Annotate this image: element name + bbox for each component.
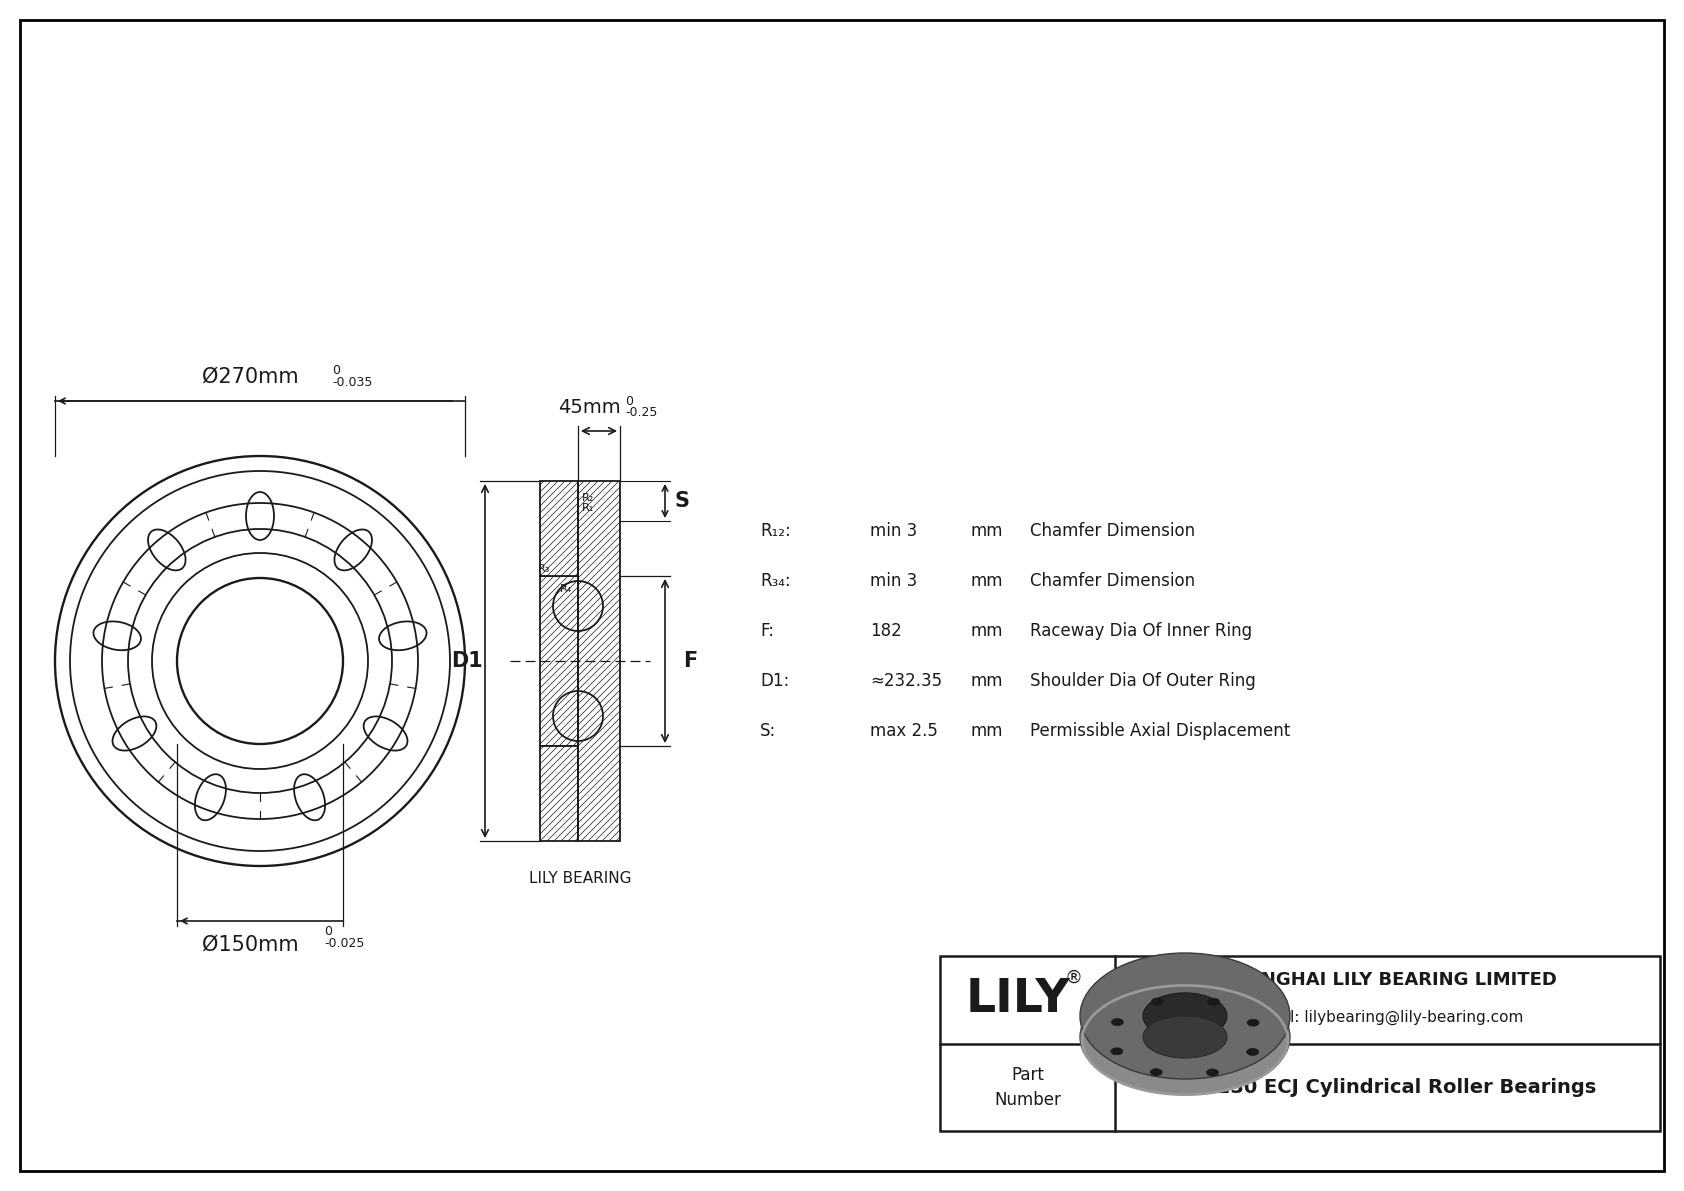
Text: ≈232.35: ≈232.35 [871,672,941,690]
Text: R₃₄:: R₃₄: [759,572,790,590]
Ellipse shape [1079,979,1290,1095]
Text: Chamfer Dimension: Chamfer Dimension [1031,572,1196,590]
Text: S: S [675,491,690,511]
Ellipse shape [1152,998,1164,1005]
Text: mm: mm [970,622,1002,640]
Text: -0.025: -0.025 [323,937,364,950]
Text: 45mm: 45mm [557,398,620,417]
Text: D1: D1 [451,651,483,671]
Text: Shoulder Dia Of Outer Ring: Shoulder Dia Of Outer Ring [1031,672,1256,690]
Text: 0: 0 [323,925,332,939]
Ellipse shape [1207,998,1219,1005]
Text: mm: mm [970,522,1002,540]
Text: R₂: R₂ [583,493,594,503]
Text: 0: 0 [625,395,633,409]
Text: max 2.5: max 2.5 [871,722,938,740]
Text: R₃: R₃ [537,565,551,574]
Ellipse shape [1246,1048,1258,1055]
Text: -0.035: -0.035 [332,376,372,389]
Text: ®: ® [1064,968,1083,987]
Text: R₁: R₁ [583,503,594,513]
Bar [541,576,578,746]
Text: Ø150mm: Ø150mm [202,935,298,955]
Text: R₁₂:: R₁₂: [759,522,791,540]
Ellipse shape [1079,953,1290,1079]
Text: 182: 182 [871,622,901,640]
Text: Email: lilybearing@lily-bearing.com: Email: lilybearing@lily-bearing.com [1251,1010,1524,1025]
Text: min 3: min 3 [871,522,918,540]
Text: F:: F: [759,622,775,640]
Text: Chamfer Dimension: Chamfer Dimension [1031,522,1196,540]
Text: Part
Number: Part Number [994,1066,1061,1109]
Text: LILY BEARING: LILY BEARING [529,871,632,886]
Ellipse shape [1111,1018,1123,1025]
Text: Raceway Dia Of Inner Ring: Raceway Dia Of Inner Ring [1031,622,1253,640]
Text: -0.25: -0.25 [625,406,657,419]
Ellipse shape [1111,1048,1123,1055]
Text: Ø270mm: Ø270mm [202,367,298,387]
Ellipse shape [1143,993,1228,1039]
Text: min 3: min 3 [871,572,918,590]
Text: NU 230 ECJ Cylindrical Roller Bearings: NU 230 ECJ Cylindrical Roller Bearings [1179,1078,1596,1097]
Text: mm: mm [970,722,1002,740]
Text: mm: mm [970,572,1002,590]
Text: R₄: R₄ [561,584,573,594]
Text: mm: mm [970,672,1002,690]
Text: 0: 0 [332,364,340,378]
Bar [541,481,578,576]
Bar [940,956,1660,1131]
Text: F: F [684,651,697,671]
Ellipse shape [1150,1068,1162,1075]
Ellipse shape [1206,1070,1219,1075]
Ellipse shape [1143,1016,1228,1058]
Text: LILY: LILY [965,978,1069,1022]
Text: S:: S: [759,722,776,740]
Text: D1:: D1: [759,672,790,690]
Text: SHANGHAI LILY BEARING LIMITED: SHANGHAI LILY BEARING LIMITED [1219,971,1556,989]
Ellipse shape [1248,1019,1260,1027]
Text: Permissible Axial Displacement: Permissible Axial Displacement [1031,722,1290,740]
Bar [578,481,620,841]
Bar [541,746,578,841]
